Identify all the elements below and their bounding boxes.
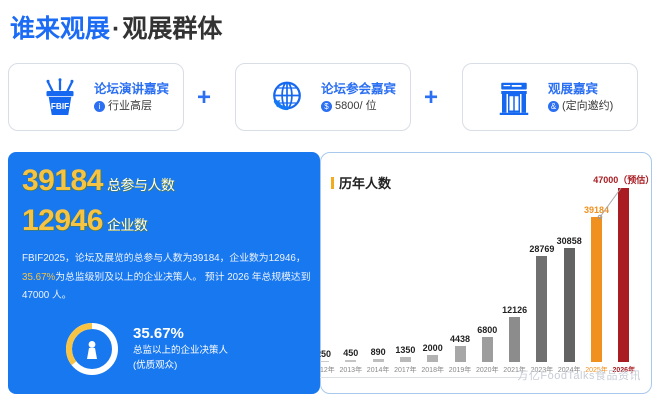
svg-text:FBIF: FBIF xyxy=(51,102,69,111)
